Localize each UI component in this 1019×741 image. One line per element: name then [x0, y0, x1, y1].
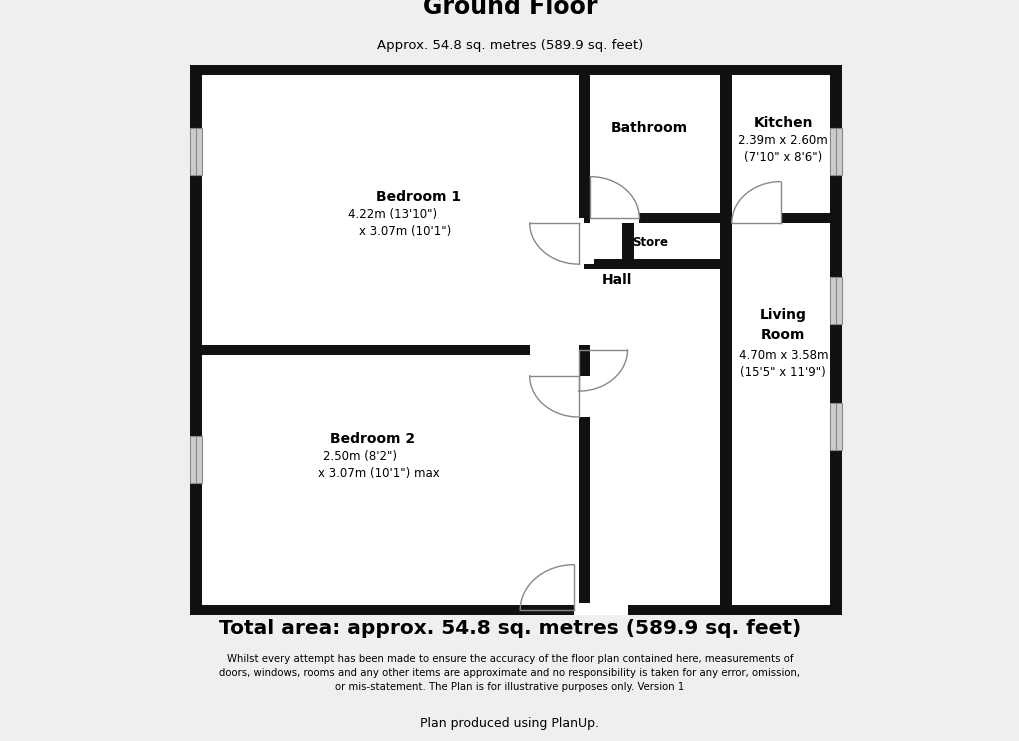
Bar [584, 213, 841, 223]
Text: x 3.07m (10'1"): x 3.07m (10'1") [359, 225, 450, 238]
Bar [829, 128, 841, 175]
Bar [576, 376, 591, 417]
Text: Kitchen: Kitchen [753, 116, 812, 130]
Text: Store: Store [631, 236, 667, 249]
Text: Bedroom 2: Bedroom 2 [330, 432, 415, 446]
Bar [829, 276, 841, 324]
Text: Room: Room [760, 328, 805, 342]
Text: (15'5" x 11'9"): (15'5" x 11'9") [740, 367, 825, 379]
Text: 4.22m (13'10"): 4.22m (13'10") [347, 208, 436, 221]
Bar [622, 213, 634, 264]
Bar [719, 213, 731, 615]
Bar [578, 223, 593, 264]
Bar [584, 259, 726, 269]
Text: Living: Living [759, 308, 806, 322]
Bar [190, 436, 202, 483]
Bar [190, 345, 590, 355]
Bar [190, 65, 841, 615]
Text: (7'10" x 8'6"): (7'10" x 8'6") [744, 151, 821, 164]
Text: Plan produced using PlanUp.: Plan produced using PlanUp. [420, 717, 599, 731]
Bar [190, 128, 202, 175]
Bar [829, 403, 841, 450]
Bar [829, 403, 841, 450]
Text: 4.70m x 3.58m: 4.70m x 3.58m [738, 349, 827, 362]
Bar [578, 65, 590, 218]
Bar [731, 210, 780, 223]
Text: 2.50m (8'2"): 2.50m (8'2") [322, 450, 396, 463]
Text: Hall: Hall [601, 273, 632, 287]
Text: x 3.07m (10'1") max: x 3.07m (10'1") max [318, 467, 439, 480]
Bar [190, 436, 202, 483]
Text: Whilst every attempt has been made to ensure the accuracy of the floor plan cont: Whilst every attempt has been made to en… [219, 654, 800, 692]
Bar [590, 210, 639, 223]
Bar [190, 65, 202, 615]
Bar [190, 128, 202, 175]
Bar [829, 128, 841, 175]
Bar [578, 350, 590, 615]
Bar [829, 276, 841, 324]
Text: 2.39m x 2.60m: 2.39m x 2.60m [738, 134, 827, 147]
Text: Bedroom 1: Bedroom 1 [375, 190, 461, 204]
Text: Approx. 54.8 sq. metres (589.9 sq. feet): Approx. 54.8 sq. metres (589.9 sq. feet) [376, 39, 643, 52]
Text: Total area: approx. 54.8 sq. metres (589.9 sq. feet): Total area: approx. 54.8 sq. metres (589… [219, 619, 800, 639]
Text: Bathroom: Bathroom [610, 122, 688, 136]
Bar [190, 605, 841, 615]
Bar [574, 603, 628, 615]
Bar [190, 65, 841, 75]
Bar [719, 65, 731, 218]
Bar [529, 342, 578, 355]
Text: Ground Floor: Ground Floor [422, 0, 597, 19]
Bar [829, 65, 841, 615]
